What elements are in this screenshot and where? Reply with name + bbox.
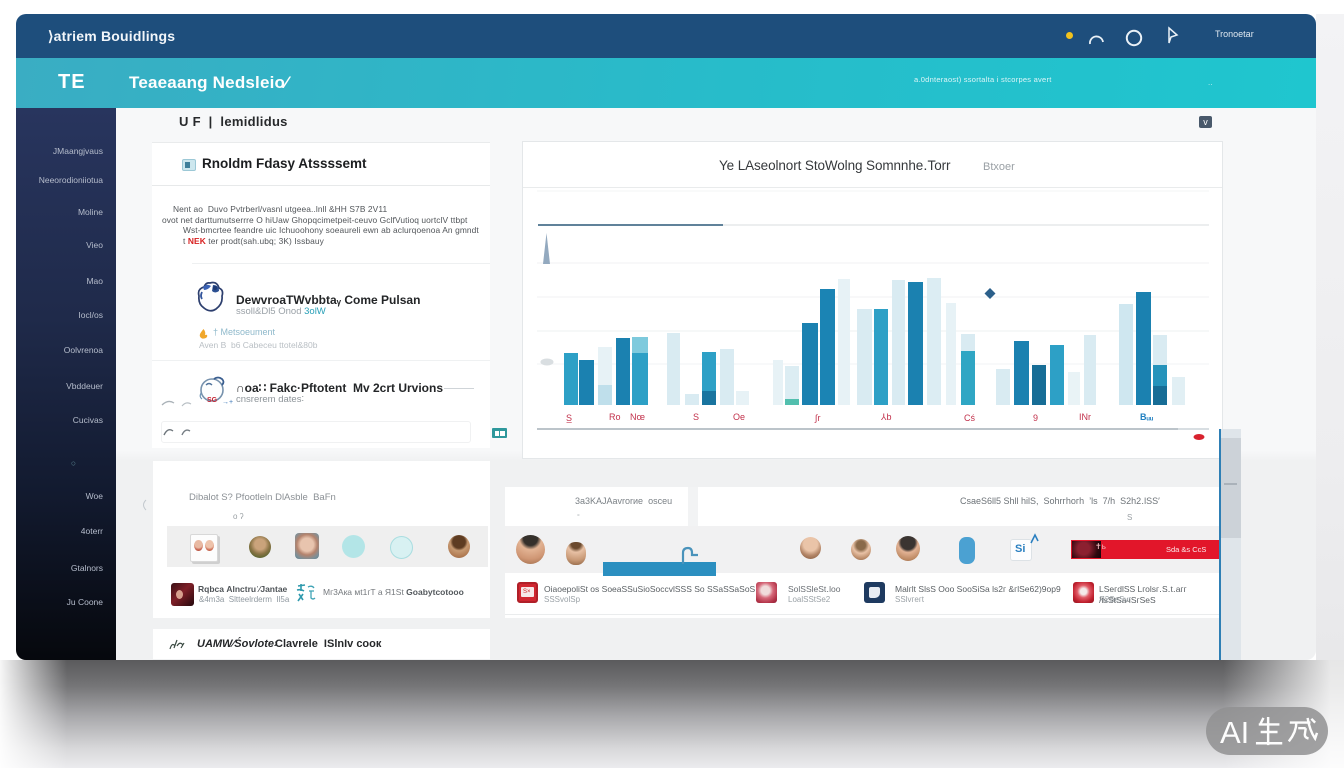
svg-text:Nœ: Nœ [630, 412, 645, 422]
svg-text:9: 9 [1033, 413, 1038, 423]
svg-text:∫r: ∫r [814, 413, 820, 423]
svg-text:Ro: Ro [609, 412, 621, 422]
svg-text:Oe: Oe [733, 412, 745, 422]
svg-text:S̲: S̲ [566, 413, 572, 423]
svg-text:Bᵤᵤ: Bᵤᵤ [1140, 412, 1154, 422]
svg-text:Cś: Cś [964, 413, 975, 423]
svg-text:S: S [693, 412, 699, 422]
svg-text:INr: INr [1079, 412, 1091, 422]
svg-text:⅄b: ⅄b [880, 412, 892, 422]
